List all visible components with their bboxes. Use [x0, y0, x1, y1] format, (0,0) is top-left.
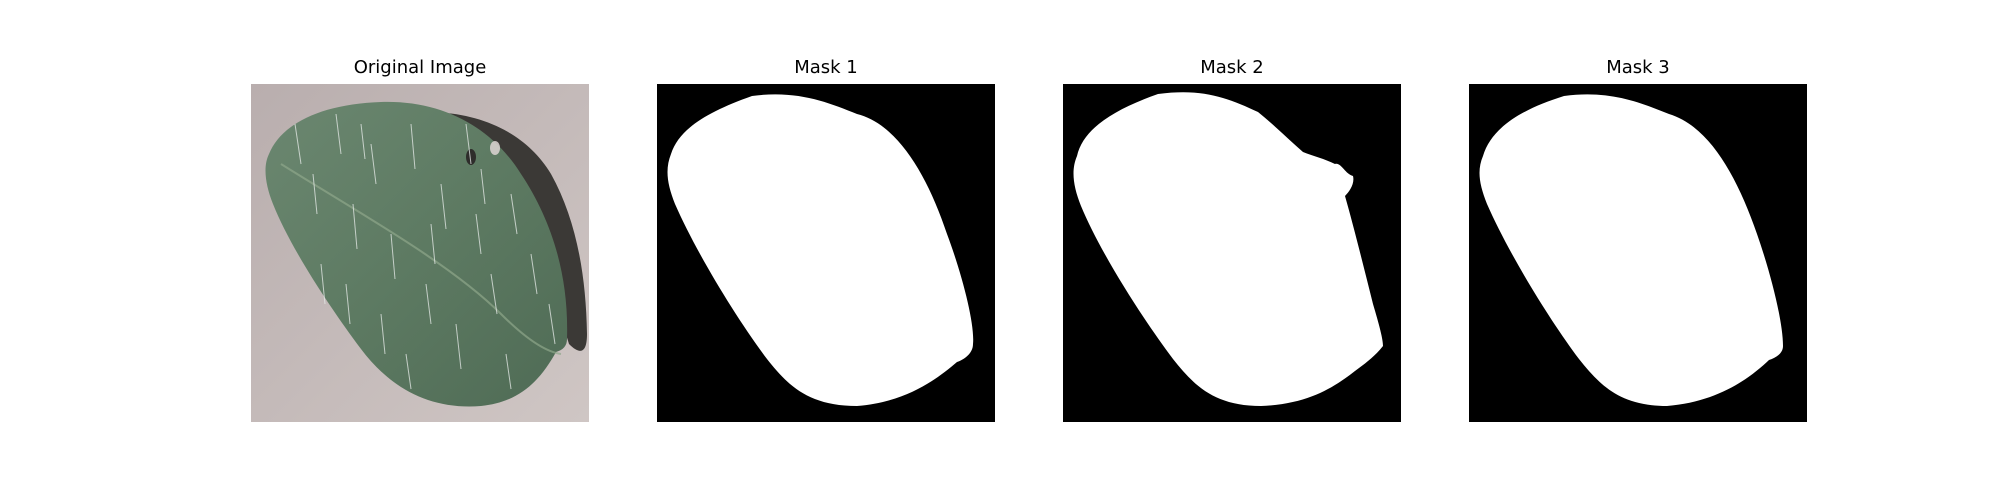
leaf-hole	[466, 149, 476, 165]
mask-3-image	[1469, 84, 1807, 422]
leaf-midrib	[280, 163, 562, 355]
panel-mask-1: Mask 1	[657, 56, 995, 422]
mask-1-image	[657, 84, 995, 422]
panel-mask-2: Mask 2	[1063, 56, 1401, 422]
panel-mask-3: Mask 3	[1469, 56, 1807, 422]
original-image	[251, 84, 589, 422]
panel-title: Original Image	[353, 57, 487, 78]
panel-title: Mask 2	[1200, 57, 1264, 78]
mask-2-image	[1063, 84, 1401, 422]
spot	[490, 141, 500, 155]
panel-title: Mask 1	[794, 57, 858, 78]
mask-region	[1073, 92, 1383, 407]
leaf-shadow	[401, 112, 587, 351]
panel-original-image: Original Image	[251, 56, 589, 422]
rain-streaks	[294, 113, 556, 390]
leaf	[265, 101, 568, 407]
panel-title: Mask 3	[1606, 57, 1670, 78]
mask-region	[1479, 94, 1783, 406]
mask-region	[667, 94, 974, 406]
